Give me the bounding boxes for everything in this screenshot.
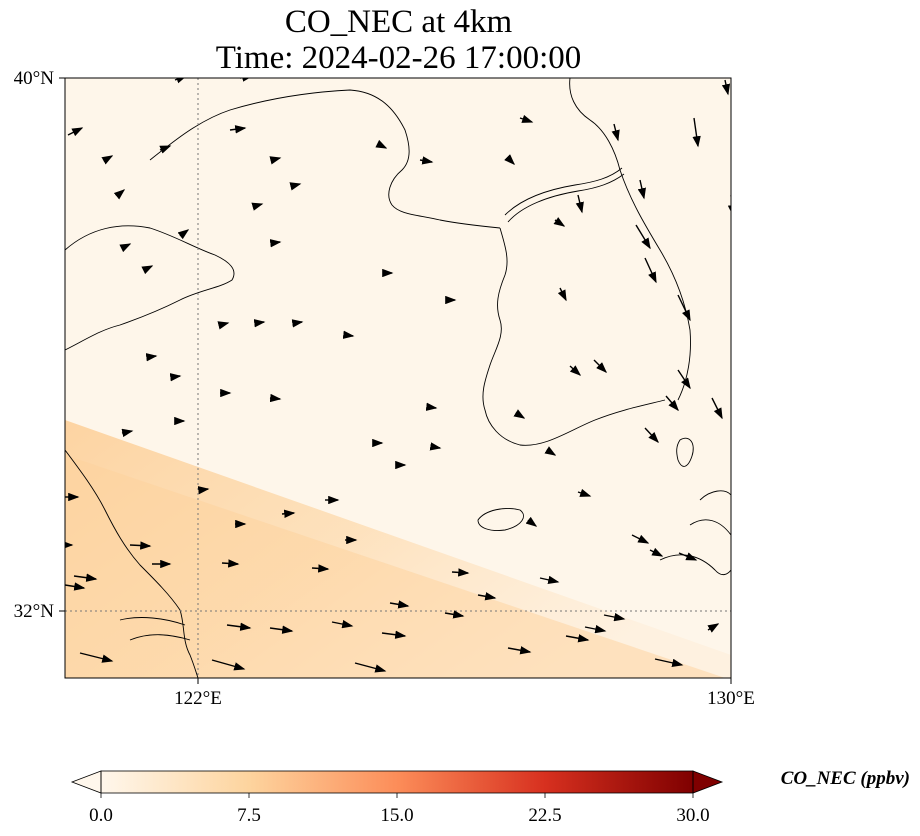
wind-arrow [711, 397, 723, 420]
wind-arrow [269, 393, 282, 403]
colorbar-tick-4: 30.0 [676, 805, 709, 826]
wind-vectors [65, 78, 731, 673]
wind-arrow [375, 139, 388, 149]
wind-arrow [331, 619, 354, 629]
wind-arrow [342, 330, 355, 339]
wind-arrow [113, 189, 126, 200]
wind-arrow [513, 409, 526, 419]
wind-arrow [654, 658, 684, 667]
wind-arrow [269, 156, 282, 165]
colorbar-gradient [101, 771, 693, 793]
wind-arrow [635, 224, 651, 250]
wind-arrow [381, 630, 407, 639]
colorbar-tick-3: 22.5 [528, 805, 561, 826]
wind-arrow [644, 427, 659, 444]
wind-arrow [67, 127, 84, 137]
wind-arrow [477, 592, 497, 601]
wind-arrow [603, 612, 626, 622]
wind-arrow [677, 294, 691, 322]
wind-arrow [73, 573, 98, 582]
wind-arrow [79, 652, 114, 663]
wind-arrow [577, 488, 592, 497]
wind-arrow [226, 622, 252, 631]
x-tick-label-122e: 122°E [174, 688, 222, 709]
co-concentration-field [65, 78, 731, 678]
wind-arrow [289, 182, 302, 191]
wind-arrow [281, 509, 296, 518]
wind-arrow [631, 534, 650, 544]
wind-arrow [174, 78, 188, 84]
colorbar-label: CO_NEC (ppbv) [780, 768, 910, 789]
wind-arrow [611, 123, 620, 142]
wind-arrow [544, 446, 557, 456]
wind-arrow [637, 179, 646, 200]
wind-arrow [269, 625, 294, 634]
map-frame [64, 77, 732, 679]
wind-arrow [101, 155, 114, 165]
coastlines [65, 78, 731, 678]
wind-arrow [553, 217, 566, 227]
wind-arrow [721, 79, 731, 96]
wind-arrow [129, 541, 152, 550]
wind-arrow [429, 442, 442, 451]
colorbar-tick-2: 15.0 [380, 805, 413, 826]
wind-arrow [425, 402, 438, 411]
wind-arrow [65, 582, 86, 591]
wind-arrow [141, 265, 154, 275]
wind-arrow [575, 194, 584, 214]
wind-arrow [644, 257, 657, 284]
map-title-line2: Time: 2024-02-26 17:00:00 [215, 40, 582, 76]
wind-arrow [557, 287, 567, 302]
wind-arrow [177, 229, 190, 240]
map-title-line1: CO_NEC at 4km [284, 4, 513, 40]
wind-arrow [539, 575, 560, 584]
wind-arrow [569, 365, 582, 376]
wind-arrow [593, 359, 607, 373]
wind-arrow [678, 552, 698, 561]
wind-arrow [251, 202, 264, 211]
wind-arrow [389, 600, 410, 609]
colorbar: 0.0 7.5 15.0 22.5 30.0 [70, 770, 724, 826]
wind-arrow [211, 659, 246, 671]
wind-arrow [354, 662, 387, 673]
wind-arrow [119, 243, 132, 253]
wind-arrow [519, 114, 534, 123]
colorbar-extend-min [70, 770, 102, 794]
wind-arrow [525, 516, 538, 527]
wind-arrow [507, 646, 532, 655]
colorbar-extend-max [692, 770, 724, 794]
wind-arrow [169, 373, 182, 382]
wind-arrow [197, 486, 210, 495]
wind-arrow [291, 319, 304, 328]
wind-arrow [121, 428, 134, 438]
wind-arrow [221, 559, 240, 568]
wind-arrow [444, 610, 465, 619]
wind-arrow [451, 568, 470, 577]
wind-arrow [677, 369, 691, 390]
wind-arrow [311, 564, 330, 573]
wind-arrow [253, 319, 266, 328]
wind-arrow [665, 395, 679, 412]
y-tick-label-32n: 32°N [14, 601, 55, 622]
wind-arrow [145, 353, 158, 362]
wind-arrow [584, 624, 607, 634]
wind-arrow [692, 117, 701, 148]
wind-arrow [649, 547, 664, 557]
wind-arrow [269, 239, 282, 248]
wind-arrow [217, 321, 230, 330]
colorbar-tick-0: 0.0 [89, 805, 113, 826]
wind-arrow [419, 156, 434, 165]
x-tick-label-130e: 130°E [707, 688, 755, 709]
colorbar-tick-1: 7.5 [237, 805, 261, 826]
wind-arrow [229, 125, 247, 134]
wind-arrow [707, 623, 720, 633]
wind-arrow [504, 154, 515, 165]
wind-arrow [159, 145, 172, 154]
wind-arrow [565, 634, 590, 643]
y-tick-label-40n: 40°N [14, 68, 55, 89]
